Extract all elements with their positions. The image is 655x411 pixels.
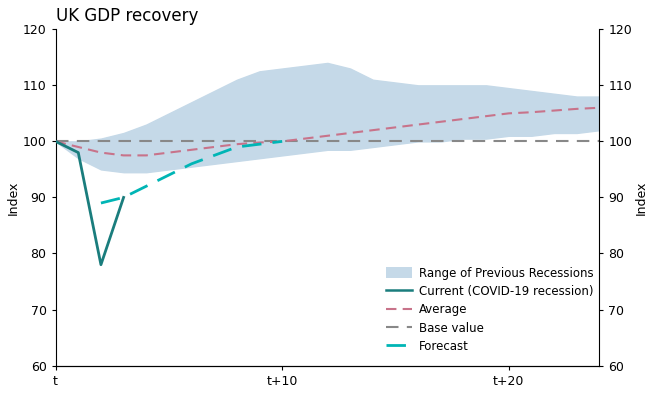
Text: UK GDP recovery: UK GDP recovery	[56, 7, 198, 25]
Legend: Range of Previous Recessions, Current (COVID-19 recession), Average, Base value,: Range of Previous Recessions, Current (C…	[386, 267, 593, 353]
Y-axis label: Index: Index	[7, 180, 20, 215]
Y-axis label: Index: Index	[635, 180, 648, 215]
